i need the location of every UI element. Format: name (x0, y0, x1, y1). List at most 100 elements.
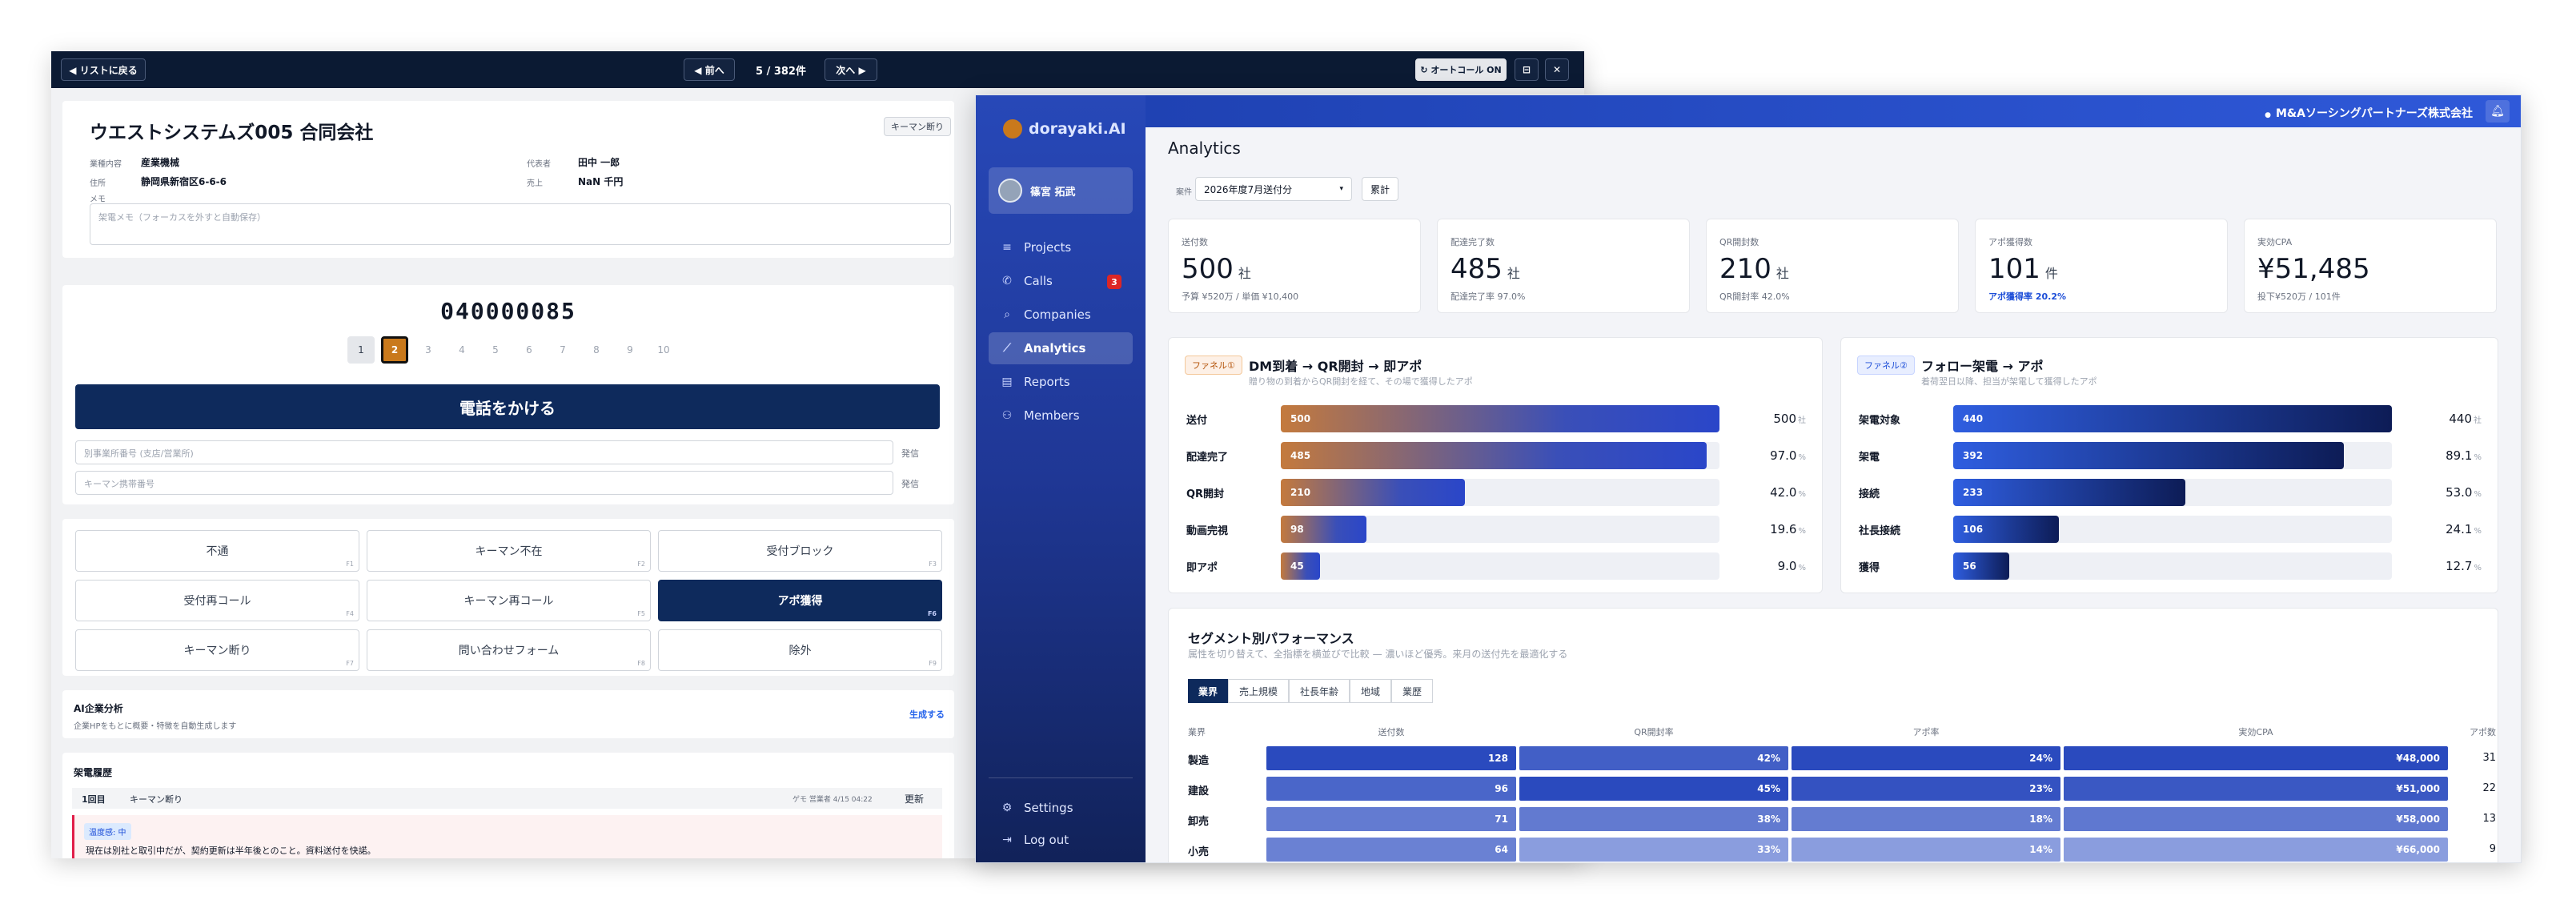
ai-analysis-card: AI企業分析 企業HPをもとに概要・特徴を自動生成します 生成する (62, 690, 954, 738)
funnel-row-value: 500 社 (1773, 412, 1806, 426)
nav-label: Reports (1024, 375, 1070, 389)
heatmap-cell: ¥48,000 (2064, 746, 2448, 770)
shortcut-hint: F2 (637, 560, 645, 568)
outcome-keyman-recall-button[interactable]: キーマン再コール F5 (367, 580, 651, 621)
ai-analysis-subtitle: 企業HPをもとに概要・特徴を自動生成します (74, 722, 237, 731)
prev-button[interactable]: ◀ 前へ (684, 58, 735, 81)
funnel-title: フォロー架電 → アポ (1921, 359, 2044, 374)
document-icon: ▤ (1001, 376, 1013, 388)
phone-icon: ✆ (1002, 275, 1012, 287)
autocall-toggle[interactable]: ↻ オートコール ON (1415, 58, 1507, 81)
appointment-count: 22 (2482, 782, 2496, 794)
outcome-contact-form-button[interactable]: 問い合わせフォーム F8 (367, 629, 651, 671)
nav-label: Projects (1024, 240, 1072, 255)
heatmap-cell: ¥51,000 (2064, 777, 2448, 801)
phone-page-4[interactable]: 4 (459, 344, 465, 356)
memo-field[interactable]: 架電メモ（フォーカスを外すと自動保存） (90, 203, 951, 245)
shortcut-hint: F9 (929, 660, 937, 667)
funnel-track: 210 (1281, 479, 1719, 506)
funnel-row-value: 42.0% (1770, 485, 1806, 500)
outcome-keyman-decline-button[interactable]: キーマン断り F7 (75, 629, 359, 671)
outcome-label: キーマン再コール (463, 595, 554, 608)
outcome-exclude-button[interactable]: 除外 F9 (658, 629, 942, 671)
outcome-appointment-button[interactable]: アポ獲得 F6 (658, 580, 942, 621)
segment-tab-ceo-age[interactable]: 社長年齢 (1289, 679, 1350, 703)
outcome-reception-recall-button[interactable]: 受付再コール F4 (75, 580, 359, 621)
call-button[interactable]: 電話をかける (75, 384, 940, 429)
ai-analysis-title: AI企業分析 (74, 703, 123, 714)
shortcut-hint: F7 (346, 660, 354, 667)
phone-page-10[interactable]: 10 (657, 344, 670, 356)
branch-number-input[interactable]: 別事業所番号 (支店/営業所) (75, 440, 893, 464)
segment-tab-revenue[interactable]: 売上規模 (1228, 679, 1289, 703)
phone-page-3[interactable]: 3 (425, 344, 431, 356)
phone-page-7[interactable]: 7 (560, 344, 566, 356)
nav-logout[interactable]: ⇥ Log out (989, 824, 1133, 856)
phone-page-1[interactable]: 1 (347, 336, 375, 364)
sidebar-divider (989, 777, 1133, 778)
field-label: 代表者 (527, 160, 551, 169)
logout-icon: ⇥ (1002, 834, 1012, 846)
keyman-dial-button[interactable]: 発信 (901, 479, 919, 489)
heatmap-cell: 23% (1792, 777, 2060, 801)
funnel-row-label: 獲得 (1859, 562, 1880, 574)
history-note: 温度感: 中 現在は別社と取引中だが、契約更新は半年後とのこと。資料送付を快諾。 (72, 815, 942, 858)
generate-analysis-link[interactable]: 生成する (909, 709, 945, 720)
funnel-row-value: 19.6% (1770, 522, 1806, 536)
back-to-list-button[interactable]: ◀ リストに戻る (61, 58, 146, 81)
funnel-row-label: 配達完了 (1186, 452, 1229, 464)
history-update-button[interactable]: 更新 (905, 793, 925, 805)
nav-projects[interactable]: ≡ Projects (989, 231, 1133, 263)
keyman-mobile-input[interactable]: キーマン携帯番号 (75, 471, 893, 495)
funnel-track: 106 (1953, 516, 2392, 543)
outcome-label: 受付再コール (183, 595, 251, 608)
outcome-no-answer-button[interactable]: 不通 F1 (75, 530, 359, 572)
nav-analytics[interactable]: ⟋ Analytics (989, 332, 1133, 364)
outcome-reception-block-button[interactable]: 受付ブロック F3 (658, 530, 942, 572)
kpi-sub: QR開封率 42.0% (1719, 291, 1790, 302)
nav-members[interactable]: ⚇ Members (989, 400, 1133, 432)
funnel-track: 500 (1281, 405, 1719, 432)
brand-logo[interactable]: dorayaki.AI (1003, 119, 1126, 139)
phone-page-2[interactable]: 2 (381, 336, 408, 364)
nav-companies[interactable]: ⌕ Companies (989, 299, 1133, 331)
segment-tab-history[interactable]: 業歴 (1391, 679, 1433, 703)
funnel-bar: 45 (1281, 552, 1321, 580)
split-view-icon[interactable]: ⊟ (1515, 58, 1539, 81)
next-button[interactable]: 次へ ▶ (825, 58, 877, 81)
outcome-keyman-absent-button[interactable]: キーマン不在 F2 (367, 530, 651, 572)
funnel-row-value: 24.1% (2446, 522, 2482, 536)
nav-settings[interactable]: ⚙ Settings (989, 792, 1133, 824)
funnel-subtitle: 贈り物の到着からQR開封を経て、その場で獲得したアポ (1249, 376, 1473, 387)
funnel-title: DM到着 → QR開封 → 即アポ (1249, 359, 1422, 374)
field-label: 業種内容 (90, 160, 122, 169)
kpi-card: 送付数 500 社 予算 ¥520万 / 単価 ¥10,400 (1168, 219, 1421, 313)
heatmap-cell: 71 (1266, 807, 1516, 831)
bell-icon[interactable]: 🔔︎ (2486, 100, 2510, 123)
phone-page-8[interactable]: 8 (593, 344, 600, 356)
phone-page-5[interactable]: 5 (492, 344, 499, 356)
segment-tab-industry[interactable]: 業界 (1188, 679, 1228, 703)
kpi-sub: アポ獲得率 20.2% (1988, 291, 2066, 302)
funnel-bar: 233 (1953, 479, 2186, 506)
funnel-tag: ファネル② (1857, 356, 1915, 375)
close-icon[interactable]: ✕ (1545, 58, 1569, 81)
funnel-panel-2: ファネル② フォロー架電 → アポ 着荷翌日以降、担当が架電して獲得したアポ 架… (1840, 337, 2498, 593)
segment-tab-region[interactable]: 地域 (1350, 679, 1391, 703)
appointment-count: 9 (2489, 843, 2496, 855)
nav-calls[interactable]: ✆ Calls 3 (989, 265, 1133, 297)
period-select[interactable]: 累計 (1362, 177, 1398, 201)
funnel-row-value: 97.0% (1770, 448, 1806, 463)
nav-reports[interactable]: ▤ Reports (989, 366, 1133, 398)
heatmap-cell: 45% (1519, 777, 1788, 801)
branch-dial-button[interactable]: 発信 (901, 448, 919, 459)
workspace-name[interactable]: ● M&Aソーシングパートナーズ株式会社 (2265, 107, 2473, 120)
project-select[interactable]: 2026年度7月送付分 ▾ (1195, 177, 1352, 201)
dialer-card: 040000085 1 2 3 4 5 6 7 8 9 10 電話をかける 別事… (62, 285, 954, 504)
funnel-row-value: 9.0% (1777, 559, 1806, 573)
phone-page-6[interactable]: 6 (526, 344, 532, 356)
phone-page-9[interactable]: 9 (627, 344, 633, 356)
user-profile[interactable]: 篠宮 拓武 (989, 167, 1133, 214)
funnel-track: 392 (1953, 442, 2392, 469)
funnel-bar: 500 (1281, 405, 1719, 432)
